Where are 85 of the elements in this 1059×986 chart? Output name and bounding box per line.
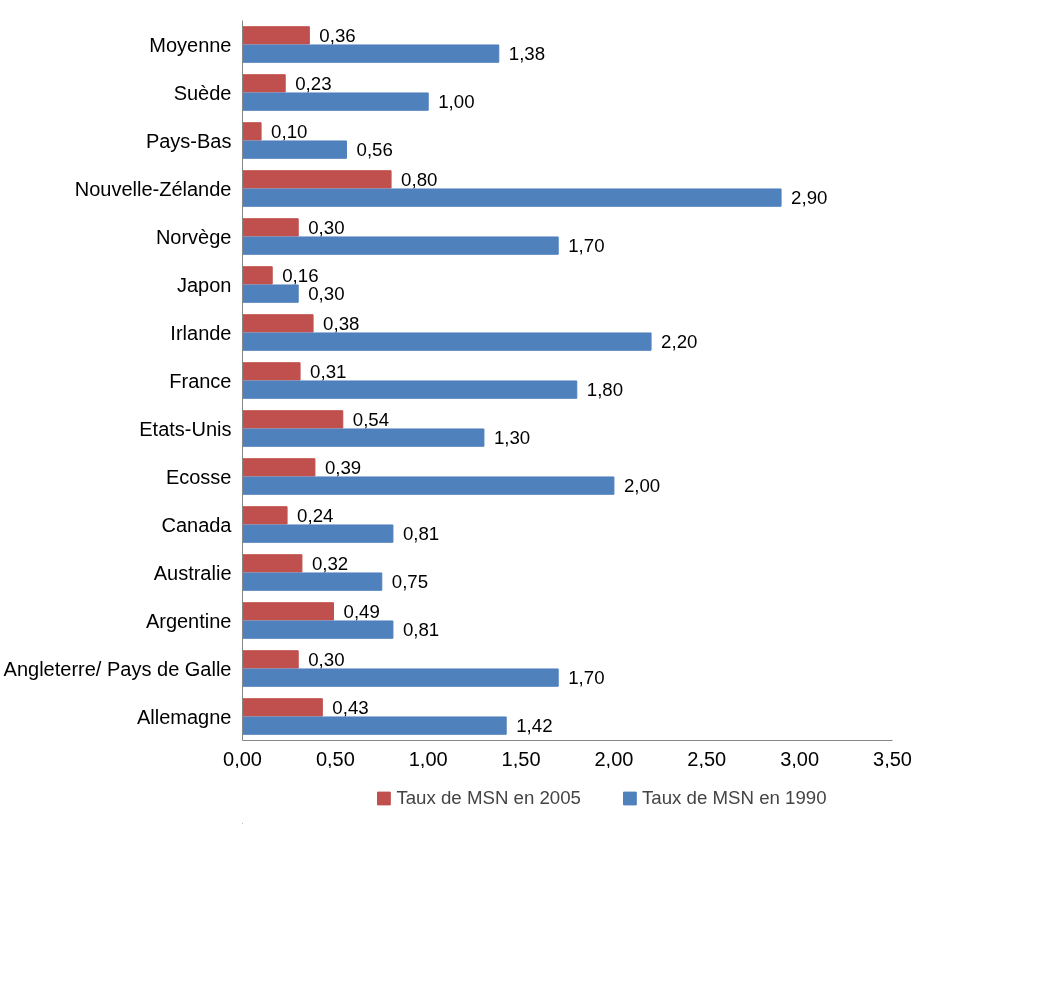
data-label: 0,23	[295, 72, 332, 94]
bar	[242, 92, 429, 111]
bar	[242, 410, 344, 429]
bar	[242, 620, 394, 639]
x-tick-label: 0,00	[223, 747, 262, 770]
x-tick-label: 3,50	[873, 747, 912, 770]
x-tick-label: 3,00	[780, 747, 820, 770]
data-label: 1,80	[586, 379, 624, 401]
x-tick-label: 0,50	[315, 747, 355, 770]
bar	[242, 332, 652, 351]
y-tick-label: Etats-Unis	[139, 417, 232, 440]
bar	[242, 236, 559, 255]
bar	[242, 314, 314, 333]
data-label: 1,30	[493, 427, 531, 449]
legend-label: Taux de MSN en 1990	[642, 787, 827, 809]
y-tick-label: Allemagne	[137, 705, 232, 728]
data-label: 1,70	[568, 235, 605, 257]
data-label: 1,38	[508, 43, 546, 65]
data-label: 0,16	[282, 264, 319, 286]
bar	[242, 668, 559, 687]
y-tick-label: Moyenne	[149, 33, 232, 56]
data-label: 0,30	[308, 216, 345, 238]
bar	[242, 140, 347, 159]
data-label: 0,81	[402, 619, 440, 641]
y-tick-label: Norvège	[155, 225, 232, 248]
data-label: 0,80	[401, 168, 438, 190]
y-tick-label: Japon	[177, 273, 232, 296]
y-tick-label: Canada	[161, 513, 233, 536]
bar	[242, 74, 286, 93]
bar	[242, 266, 273, 285]
bar	[242, 188, 782, 207]
x-tick-label: 2,00	[594, 747, 634, 770]
bar	[242, 554, 303, 573]
data-label: 0,49	[343, 600, 380, 622]
legend-label: Taux de MSN en 2005	[396, 787, 581, 809]
data-label: 2,90	[791, 187, 828, 209]
data-label: 0,56	[356, 139, 393, 161]
bar	[242, 524, 394, 543]
y-tick-label: Irlande	[170, 321, 232, 344]
y-tick-label: Pays-Bas	[145, 129, 232, 152]
bar	[242, 458, 316, 477]
data-label: 0,32	[311, 552, 349, 574]
bar	[242, 476, 615, 495]
y-tick-label: Nouvelle-Zélande	[74, 177, 232, 200]
bar	[242, 602, 334, 621]
x-tick-label: 1,00	[408, 747, 448, 770]
data-label: 0,54	[352, 408, 390, 430]
y-tick-label: Ecosse	[165, 465, 232, 488]
data-label: 0,39	[324, 456, 362, 478]
x-tick-label: 1,50	[501, 747, 541, 770]
data-label: 1,70	[568, 667, 605, 689]
y-tick-label: France	[169, 369, 232, 392]
bar	[242, 428, 485, 447]
bar	[242, 218, 299, 237]
data-label: 0,24	[297, 504, 334, 526]
data-label: 2,20	[661, 331, 698, 353]
y-tick-label: Argentine	[145, 609, 232, 632]
bar	[242, 284, 299, 303]
data-label: 0,43	[332, 696, 369, 718]
bar	[242, 572, 383, 591]
bar	[242, 380, 578, 399]
y-tick-label: Angleterre/ Pays de Galle	[3, 657, 232, 680]
data-label: 0,38	[323, 312, 360, 334]
bar	[242, 122, 262, 141]
x-tick-label: 2,50	[687, 747, 727, 770]
data-label: 0,30	[308, 283, 345, 305]
data-label: 0,31	[310, 360, 347, 382]
y-tick-label: Australie	[153, 561, 232, 584]
y-tick-label: Suède	[173, 81, 232, 104]
data-label: 0,30	[308, 648, 345, 670]
data-label: 0,36	[319, 24, 356, 46]
data-label: 0,75	[391, 571, 429, 593]
data-label: 2,00	[623, 475, 661, 497]
data-label: 1,00	[438, 91, 475, 113]
bar	[242, 698, 323, 717]
bar	[242, 650, 299, 669]
data-label: 1,42	[516, 715, 553, 737]
bar	[242, 26, 310, 45]
data-label: 0,81	[402, 523, 440, 545]
bar	[242, 506, 288, 525]
bar	[242, 170, 392, 189]
bar	[242, 716, 507, 735]
bar	[242, 44, 500, 63]
bar	[242, 362, 301, 381]
data-label: 0,10	[271, 120, 308, 142]
